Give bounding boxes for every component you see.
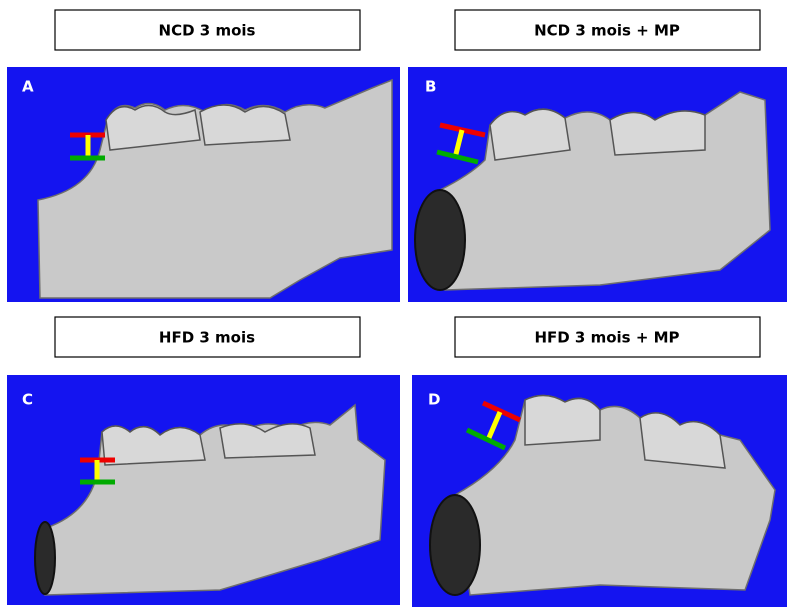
panel-header: HFD 3 mois + MP <box>534 329 679 347</box>
panel-letter: C <box>22 391 33 409</box>
panel-image: A <box>7 67 400 302</box>
panel-header: NCD 3 mois + MP <box>534 22 680 40</box>
panel-letter: A <box>22 78 34 96</box>
panel-image: B <box>408 67 787 302</box>
panel-letter: D <box>428 391 440 409</box>
panel-letter: B <box>425 78 436 96</box>
panel-image: C <box>7 375 400 605</box>
panel-header: HFD 3 mois <box>159 329 255 347</box>
panel-image: D <box>412 375 787 607</box>
panel-header: NCD 3 mois <box>159 22 256 40</box>
figure: NCD 3 mois NCD 3 mois + MP HFD 3 mois HF… <box>0 0 792 610</box>
